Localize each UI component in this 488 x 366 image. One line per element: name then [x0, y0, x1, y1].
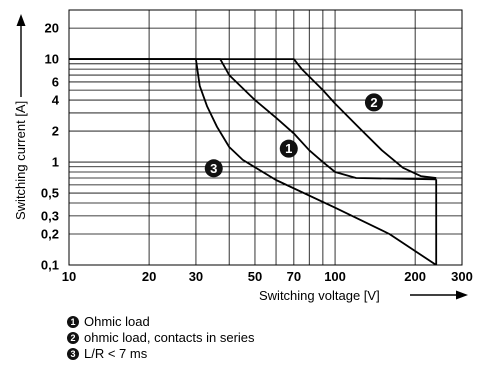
legend: 1 Ohmic load 2 ohmic load, contacts in s…: [67, 314, 255, 362]
y-tick-label: 20: [45, 21, 59, 36]
legend-marker: 2: [67, 332, 79, 344]
y-axis-arrow-head: [16, 14, 26, 26]
curve-marker-circle: [364, 93, 383, 112]
legend-label: L/R < 7 ms: [84, 346, 148, 361]
y-tick-label: 10: [45, 52, 59, 67]
legend-label: Ohmic load: [84, 314, 150, 329]
y-tick-label: 0,2: [41, 227, 59, 242]
y-tick-label: 0,1: [41, 258, 59, 273]
curve-marker: 3: [204, 159, 223, 178]
curve-marker: 2: [364, 93, 383, 112]
series-line-2: [69, 58, 437, 179]
series-line-1: [69, 58, 437, 181]
y-tick-label: 4: [52, 93, 60, 108]
legend-item: 3 L/R < 7 ms: [67, 346, 255, 362]
plot-frame: [68, 9, 463, 266]
x-tick-label: 100: [324, 269, 346, 284]
grid: [68, 10, 463, 266]
y-tick-label: 1: [52, 155, 59, 170]
series-lines: [69, 58, 438, 265]
x-axis-arrow-head: [456, 290, 468, 300]
axes: Switching current [A] Switching voltage …: [13, 14, 468, 303]
y-tick-label: 6: [52, 74, 59, 89]
curve-marker-circle: [204, 159, 223, 178]
legend-label: ohmic load, contacts in series: [84, 330, 255, 345]
curve-markers: 2 1 3: [204, 93, 383, 178]
curve-marker-label: 3: [210, 161, 217, 176]
curve-marker: 1: [279, 139, 298, 158]
x-tick-label: 70: [287, 269, 301, 284]
x-tick-label: 300: [451, 269, 473, 284]
x-tick-label: 30: [189, 269, 203, 284]
y-axis-label: Switching current [A]: [13, 101, 28, 220]
legend-item: 1 Ohmic load: [67, 314, 255, 330]
tick-labels: 10 20 30 50 70 100 200 300 0,1 0,2 0,3 0,5 1 2 4 6 10 20: [41, 21, 473, 284]
legend-marker: 1: [67, 316, 79, 328]
x-tick-label: 200: [404, 269, 426, 284]
legend-marker: 3: [67, 348, 79, 360]
plot-border: [68, 9, 463, 266]
y-tick-label: 0,3: [41, 208, 59, 223]
series-line-3: [69, 58, 438, 265]
legend-item: 2 ohmic load, contacts in series: [67, 330, 255, 346]
x-tick-label: 20: [142, 269, 156, 284]
x-axis-label: Switching voltage [V]: [259, 288, 380, 303]
curve-marker-label: 2: [370, 95, 377, 110]
y-tick-label: 0,5: [41, 186, 59, 201]
curve-marker-label: 1: [285, 141, 292, 156]
curve-marker-circle: [279, 139, 298, 158]
x-tick-label: 10: [62, 269, 76, 284]
y-tick-label: 2: [52, 124, 59, 139]
x-tick-label: 50: [248, 269, 262, 284]
